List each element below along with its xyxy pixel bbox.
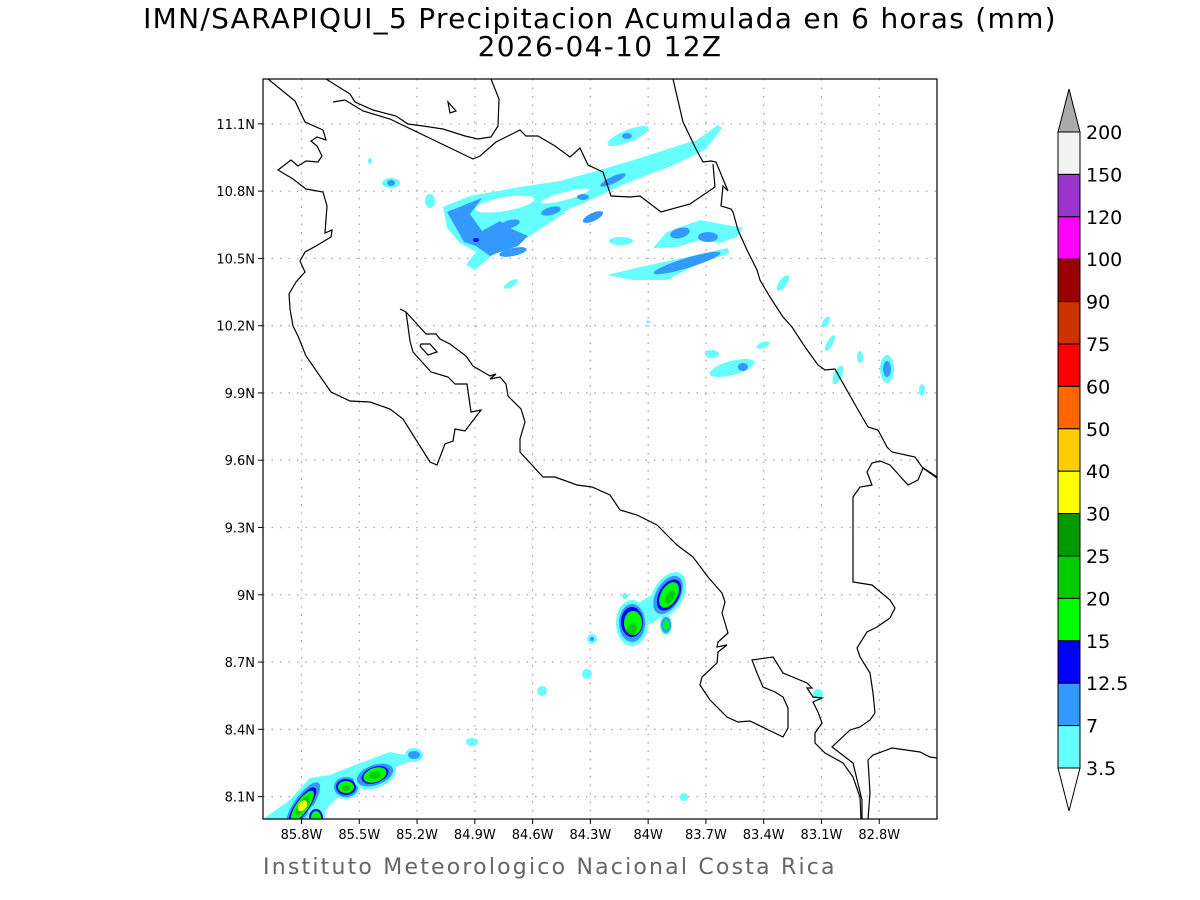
panama-border-inner bbox=[831, 460, 937, 819]
nicaragua-border bbox=[332, 99, 716, 213]
colorbar-label: 30 bbox=[1086, 504, 1110, 526]
precip-band-north bbox=[368, 125, 722, 289]
colorbar-label: 20 bbox=[1086, 588, 1110, 610]
colorbar-swatch bbox=[1057, 301, 1081, 345]
gulf-of-nicoya-coast bbox=[405, 311, 862, 819]
lon-tick-label: 84W bbox=[633, 828, 663, 843]
colorbar-label: 50 bbox=[1086, 419, 1110, 441]
island-lake-nicaragua bbox=[447, 100, 458, 114]
lat-tick-label: 9.3N bbox=[225, 521, 255, 536]
colorbar-swatch bbox=[1057, 682, 1081, 727]
lat-tick-label: 10.5N bbox=[216, 252, 255, 267]
colorbar-swatch bbox=[1057, 428, 1081, 472]
colorbar-label: 60 bbox=[1086, 376, 1110, 398]
lon-tick-label: 83.7W bbox=[685, 828, 727, 843]
colorbar-swatch bbox=[1057, 725, 1081, 769]
map-valid-time: 2026-04-10 12Z bbox=[477, 30, 723, 63]
colorbar-label: 15 bbox=[1086, 631, 1110, 653]
lat-tick-label: 9.6N bbox=[225, 454, 255, 469]
lat-tick-label: 8.7N bbox=[225, 656, 255, 671]
precip-cluster-northeast bbox=[607, 220, 925, 396]
colorbar-label: 25 bbox=[1086, 546, 1110, 568]
colorbar-under-triangle bbox=[1057, 767, 1081, 812]
lon-tick-label: 85.2W bbox=[396, 828, 438, 843]
lat-tick-label: 8.4N bbox=[225, 723, 255, 738]
colorbar-swatch bbox=[1057, 385, 1081, 430]
colorbar-swatch bbox=[1057, 173, 1081, 218]
coastlines-and-borders bbox=[267, 79, 937, 819]
lon-tick-label: 85.8W bbox=[281, 828, 323, 843]
panama-border bbox=[867, 747, 937, 819]
colorbar-label: 40 bbox=[1086, 461, 1110, 483]
pacific-coastline bbox=[267, 79, 483, 466]
footer-credit: Instituto Meteorologico Nacional Costa R… bbox=[263, 855, 837, 880]
lat-tick-label: 10.2N bbox=[216, 320, 255, 335]
lat-tick-label: 10.8N bbox=[216, 185, 255, 200]
colorbar-label: 120 bbox=[1086, 207, 1122, 229]
colorbar-label: 90 bbox=[1086, 292, 1110, 314]
colorbar-swatch bbox=[1057, 513, 1081, 557]
lon-tick-label: 84.6W bbox=[512, 828, 554, 843]
colorbar-swatch bbox=[1057, 640, 1081, 684]
colorbar-label: 200 bbox=[1086, 122, 1122, 144]
island-gulf-of-nicoya bbox=[419, 343, 439, 356]
plot-frame bbox=[262, 78, 938, 820]
lat-tick-label: 8.1N bbox=[225, 791, 255, 806]
lon-tick-label: 84.3W bbox=[569, 828, 611, 843]
colorbar-label: 12.5 bbox=[1086, 673, 1128, 695]
lon-tick-label: 85.5W bbox=[338, 828, 380, 843]
colorbar-label: 75 bbox=[1086, 334, 1110, 356]
lon-tick-label: 83.1W bbox=[801, 828, 843, 843]
lon-tick-label: 84.9W bbox=[454, 828, 496, 843]
colorbar: 200 150 120 100 90 75 60 50 40 30 25 20 15 12.5 7 3.5 bbox=[1057, 88, 1128, 812]
lon-tick-label: 82.8W bbox=[858, 828, 900, 843]
colorbar-swatch bbox=[1057, 216, 1081, 260]
colorbar-label: 150 bbox=[1086, 164, 1122, 186]
colorbar-swatch bbox=[1057, 258, 1081, 303]
lon-tick-label: 83.4W bbox=[743, 828, 785, 843]
colorbar-swatch bbox=[1057, 470, 1081, 515]
nicaragua-lake-shore bbox=[325, 79, 500, 140]
precip-cluster-south bbox=[466, 572, 823, 801]
lat-tick-label: 9.9N bbox=[225, 387, 255, 402]
colorbar-swatch bbox=[1057, 343, 1081, 387]
caribbean-coastline bbox=[672, 79, 937, 478]
map-title: IMN/SARAPIQUI_5 Precipitacion Acumulada … bbox=[143, 2, 1057, 35]
colorbar-label: 3.5 bbox=[1086, 758, 1116, 780]
colorbar-label: 7 bbox=[1086, 716, 1098, 738]
colorbar-swatch bbox=[1057, 597, 1081, 642]
colorbar-over-triangle bbox=[1057, 88, 1081, 133]
lat-tick-label: 11.1N bbox=[216, 118, 255, 133]
colorbar-swatch bbox=[1057, 555, 1081, 599]
precip-cluster-southwest bbox=[263, 748, 423, 819]
colorbar-swatch bbox=[1057, 131, 1081, 175]
precipitation-field bbox=[263, 79, 937, 819]
colorbar-label: 100 bbox=[1086, 249, 1122, 271]
lat-tick-label: 9N bbox=[237, 589, 255, 604]
axes: 85.8W 85.5W 85.2W 84.9W 84.6W 84.3W 84W 83.7W 83… bbox=[216, 118, 900, 843]
